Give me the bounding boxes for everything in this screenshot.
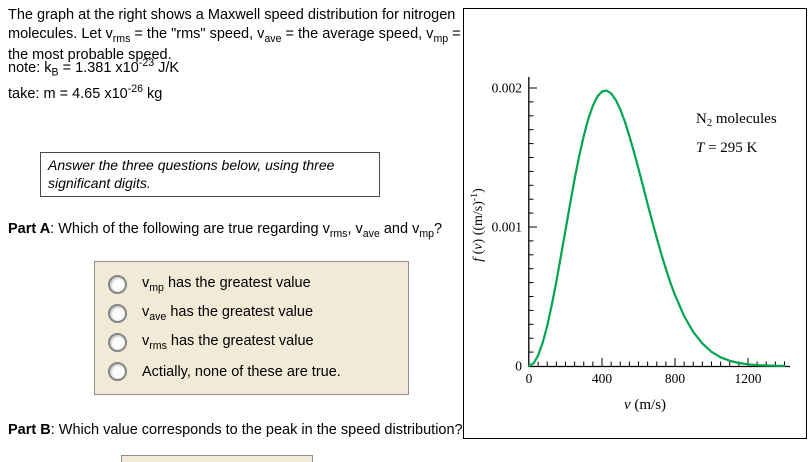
svg-text:0: 0 — [515, 359, 522, 374]
radio-option-vrms[interactable]: vrms has the greatest value — [108, 328, 408, 357]
part-b-label: Part B — [8, 422, 51, 438]
chart-panel: 0 400 800 1200 0 0.001 0.002 v (m/s) f (v) ((m/s… — [463, 8, 807, 439]
distribution-curve — [527, 89, 786, 368]
maxwell-distribution-chart: 0 400 800 1200 0 0.001 0.002 v (m/s) f (v) ((m/s… — [469, 77, 790, 413]
svg-text:400: 400 — [592, 371, 613, 386]
radio-button[interactable] — [108, 275, 127, 294]
part-a-label: Part A — [8, 221, 51, 237]
svg-text:0: 0 — [526, 371, 533, 386]
part-b-question-text: : Which value corresponds to the peak in… — [50, 422, 463, 438]
part-b-question: Part B: Which value corresponds to the p… — [8, 420, 463, 440]
constant-note-mass: take: m = 4.65 x10-26 kg — [8, 83, 163, 102]
problem-intro: The graph at the right shows a Maxwell s… — [8, 7, 461, 64]
radio-option-vave[interactable]: vave has the greatest value — [108, 299, 408, 328]
svg-text:N2 molecules: N2 molecules — [696, 111, 777, 129]
part-a-options: vmp has the greatest value vave has the … — [94, 261, 409, 395]
part-b-answer-box[interactable] — [121, 455, 313, 462]
radio-option-none[interactable]: Actially, none of these are true. — [108, 357, 408, 386]
option-label: vmp has the greatest value — [142, 275, 311, 294]
constant-note-kb: note: kB = 1.381 x10-23 J/K — [8, 57, 180, 79]
option-label: Actially, none of these are true. — [142, 363, 341, 380]
option-label: vrms has the greatest value — [142, 333, 314, 352]
radio-button[interactable] — [108, 362, 127, 381]
radio-button[interactable] — [108, 304, 127, 323]
svg-text:v (m/s): v (m/s) — [624, 397, 666, 413]
part-a-question-text: : Which of the following are true regard… — [50, 221, 443, 240]
svg-text:T = 295 K: T = 295 K — [696, 140, 758, 156]
part-a-question: Part A: Which of the following are true … — [8, 219, 463, 242]
svg-text:f (v) ((m/s)-1): f (v) ((m/s)-1) — [469, 188, 486, 262]
option-label: vave has the greatest value — [142, 304, 314, 323]
instruction-text: Answer the three questions below, using … — [48, 157, 335, 192]
svg-text:0.002: 0.002 — [492, 81, 522, 96]
instruction-box: Answer the three questions below, using … — [40, 152, 380, 197]
svg-text:0.001: 0.001 — [492, 220, 522, 235]
svg-text:800: 800 — [665, 371, 686, 386]
radio-option-vmp[interactable]: vmp has the greatest value — [108, 270, 408, 299]
radio-button[interactable] — [108, 333, 127, 352]
svg-text:1200: 1200 — [735, 371, 762, 386]
